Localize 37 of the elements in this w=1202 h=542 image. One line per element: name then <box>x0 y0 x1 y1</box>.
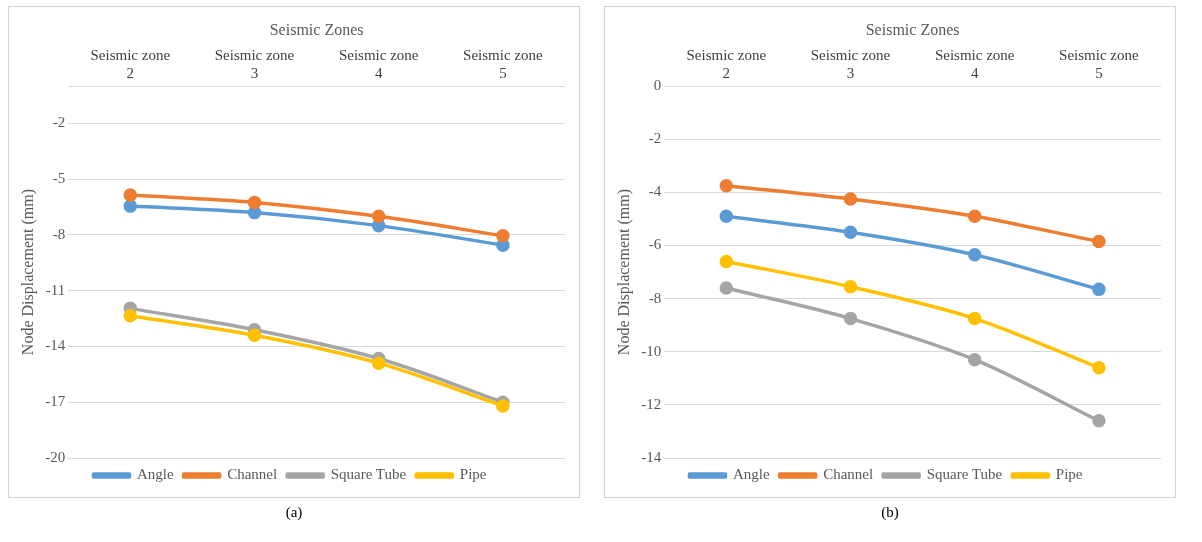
y-axis-title: Node Displacement (mm) <box>614 189 633 356</box>
y-tick-label: -17 <box>45 393 66 410</box>
text: (b) <box>881 504 899 521</box>
legend-label: Channel <box>227 466 278 483</box>
x-axis-title: Seismic Zones <box>269 20 364 38</box>
x-tick-label: Seismic zone 2 <box>686 47 767 82</box>
legend-label: Square Tube <box>330 466 407 483</box>
x-axis-title: Seismic Zones <box>865 20 960 38</box>
y-tick-label: -20 <box>45 448 66 465</box>
y-tick-label: -6 <box>648 236 662 253</box>
x-tick-label: Seismic zone 4 <box>338 47 419 82</box>
y-tick-label: -4 <box>648 183 662 200</box>
legend-label: Angle <box>733 466 770 483</box>
legend-label: Square Tube <box>926 466 1003 483</box>
x-tick-label: Seismic zone 5 <box>463 47 544 82</box>
x-tick-label: Seismic zone 3 <box>214 47 295 82</box>
legend-label: Pipe <box>1055 466 1083 483</box>
text: (a) <box>285 504 303 521</box>
x-tick-label: Seismic zone 4 <box>934 47 1015 82</box>
y-tick-label: -11 <box>45 281 66 298</box>
y-tick-label: -14 <box>45 337 66 354</box>
legend-label: Pipe <box>459 466 487 483</box>
y-tick-label: 0 <box>653 77 662 94</box>
x-tick-label: Seismic zone 2 <box>90 47 171 82</box>
y-tick-label: -10 <box>641 342 662 359</box>
x-tick-label: Seismic zone 5 <box>1059 47 1140 82</box>
y-tick-label: -5 <box>52 170 66 187</box>
legend-label: Angle <box>137 466 174 483</box>
y-tick-label: -2 <box>52 114 66 131</box>
legend-label: Channel <box>823 466 874 483</box>
y-tick-label: -12 <box>641 395 662 412</box>
y-tick-label: -8 <box>52 225 66 242</box>
y-tick-label: -14 <box>641 448 662 465</box>
y-tick-label: -2 <box>648 130 662 147</box>
x-tick-label: Seismic zone 3 <box>810 47 891 82</box>
y-tick-label: -8 <box>648 289 662 306</box>
y-axis-title: Node Displacement (mm) <box>18 189 37 356</box>
